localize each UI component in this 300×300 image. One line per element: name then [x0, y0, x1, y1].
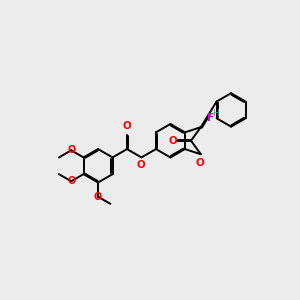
Text: O: O: [94, 192, 102, 202]
Text: O: O: [67, 176, 75, 186]
Text: O: O: [136, 160, 145, 170]
Text: O: O: [123, 121, 131, 131]
Text: H: H: [212, 109, 219, 118]
Text: O: O: [169, 136, 177, 146]
Text: F: F: [207, 113, 214, 123]
Text: O: O: [195, 158, 204, 168]
Text: O: O: [67, 145, 75, 155]
